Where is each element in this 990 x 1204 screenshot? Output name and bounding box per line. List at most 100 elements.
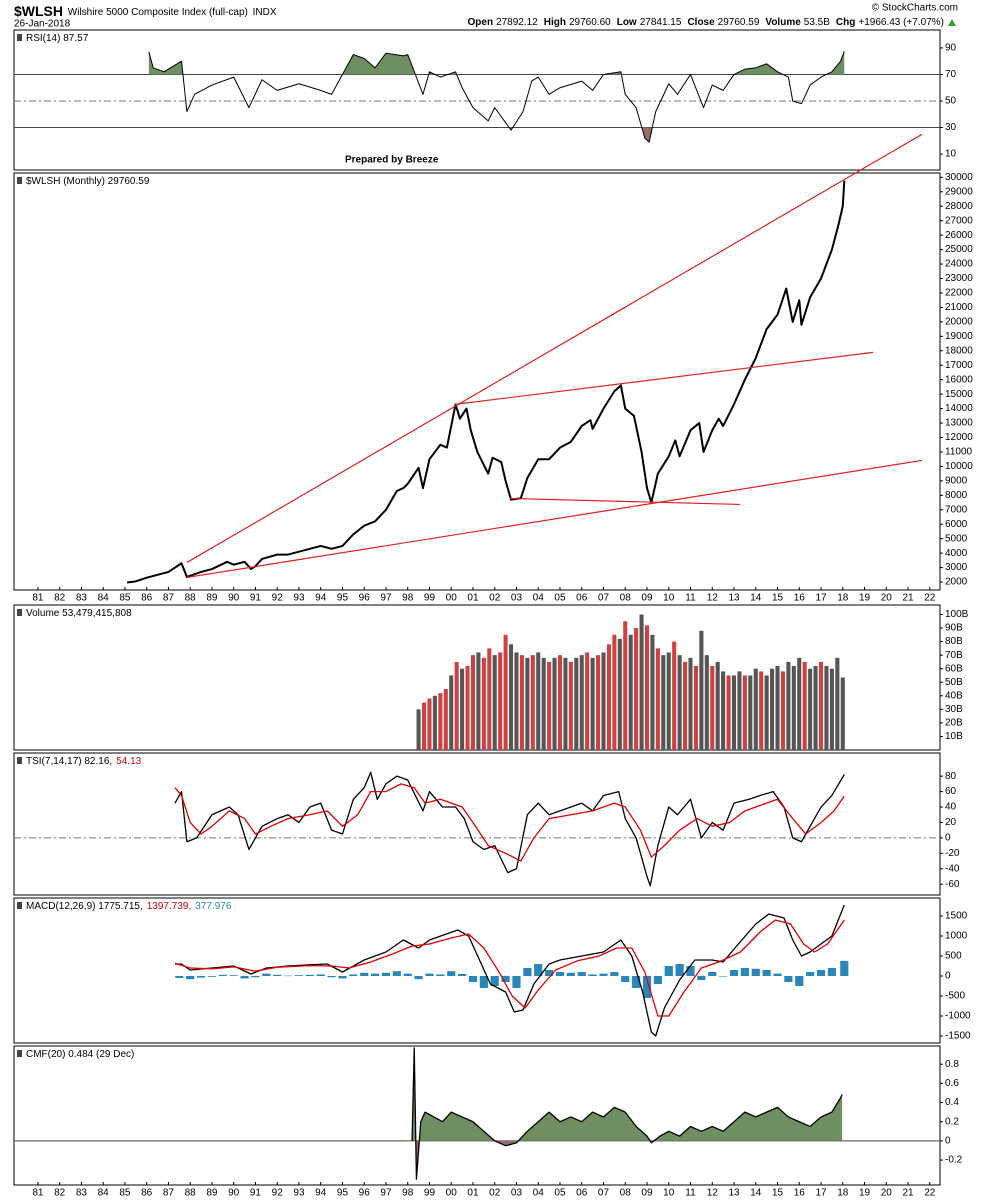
bar bbox=[632, 976, 641, 988]
panel-frame bbox=[13, 172, 941, 591]
bar bbox=[719, 976, 728, 977]
symbol: $WLSH bbox=[14, 3, 63, 19]
x-tick-label: 04 bbox=[533, 1188, 545, 1199]
bar bbox=[697, 976, 706, 980]
x-tick-label: 96 bbox=[359, 593, 371, 604]
y-tick-label: 50 bbox=[945, 96, 957, 107]
title-part: Volume 53,479,415,808 bbox=[26, 608, 132, 619]
x-tick-label: 11 bbox=[685, 593, 696, 604]
title-part: RSI(14) 87.57 bbox=[26, 33, 89, 44]
panel-frame bbox=[13, 1045, 941, 1186]
quote-value: +1966.43 (+7.07%) bbox=[858, 17, 944, 28]
y-tick-label: 12000 bbox=[945, 432, 973, 443]
bar bbox=[574, 657, 579, 750]
y-tick-label: 50B bbox=[945, 677, 963, 688]
bar bbox=[207, 976, 217, 977]
y-tick-label: 28000 bbox=[945, 201, 973, 212]
bar bbox=[606, 644, 611, 750]
bar bbox=[653, 976, 662, 984]
x-tick-label: 84 bbox=[98, 593, 110, 604]
bar bbox=[596, 655, 601, 750]
bar bbox=[585, 652, 590, 750]
bar bbox=[710, 665, 715, 750]
bar bbox=[708, 972, 717, 976]
bar bbox=[316, 974, 325, 976]
bar bbox=[786, 661, 791, 750]
y-tick-label: 90 bbox=[945, 43, 957, 54]
credit: © StockCharts.com bbox=[872, 3, 958, 14]
bar bbox=[715, 661, 720, 750]
bar bbox=[612, 634, 617, 750]
header-title: $WLSH Wilshire 5000 Composite Index (ful… bbox=[14, 3, 277, 19]
y-tick-label: 10B bbox=[945, 731, 963, 742]
bar bbox=[751, 968, 760, 976]
bar bbox=[588, 974, 597, 976]
x-tick-label: 16 bbox=[794, 1188, 806, 1199]
bar bbox=[240, 976, 249, 979]
bar bbox=[568, 661, 573, 750]
bar bbox=[742, 675, 747, 750]
bar bbox=[490, 976, 499, 986]
y-tick-label: 29000 bbox=[945, 186, 973, 197]
title-part: 1397.739, bbox=[147, 901, 192, 912]
bar bbox=[541, 657, 546, 750]
quote-label: Low bbox=[617, 17, 637, 28]
y-tick-label: 80B bbox=[945, 636, 963, 647]
bar bbox=[840, 960, 849, 976]
bar bbox=[590, 657, 595, 750]
x-tick-label: 88 bbox=[185, 1188, 197, 1199]
x-tick-label: 86 bbox=[141, 593, 153, 604]
bar bbox=[284, 975, 293, 977]
x-tick-label: 09 bbox=[641, 1188, 653, 1199]
bar bbox=[773, 973, 782, 976]
x-tick-label: 81 bbox=[32, 1188, 44, 1199]
bar bbox=[349, 974, 358, 976]
x-tick-label: 06 bbox=[576, 593, 588, 604]
y-tick-label: 0 bbox=[945, 833, 951, 844]
bar bbox=[555, 972, 565, 976]
bar bbox=[764, 675, 769, 750]
bar bbox=[840, 677, 845, 750]
bar bbox=[639, 614, 644, 750]
bar bbox=[666, 652, 671, 750]
quote-value: 27892.12 bbox=[496, 17, 538, 28]
y-tick-label: 0.2 bbox=[945, 1116, 959, 1127]
x-tick-label: 00 bbox=[446, 1188, 458, 1199]
x-tick-label: 20 bbox=[881, 593, 893, 604]
x-tick-label: 10 bbox=[663, 1188, 675, 1199]
y-tick-label: 70B bbox=[945, 650, 963, 661]
title-part: 377.976 bbox=[195, 901, 232, 912]
bar bbox=[523, 968, 532, 976]
quote-value: 29760.59 bbox=[718, 17, 760, 28]
x-tick-label: 18 bbox=[837, 1188, 849, 1199]
bar bbox=[481, 657, 486, 750]
bar bbox=[436, 974, 445, 976]
x-tick-label: 21 bbox=[902, 593, 914, 604]
bar bbox=[432, 695, 437, 750]
x-tick-label: 02 bbox=[489, 593, 501, 604]
trendline bbox=[186, 133, 923, 563]
bar bbox=[686, 966, 695, 976]
bar bbox=[737, 671, 742, 750]
y-tick-label: -0.2 bbox=[945, 1155, 963, 1166]
y-tick-label: 1000 bbox=[945, 931, 968, 942]
y-tick-label: 20B bbox=[945, 718, 963, 729]
x-tick-label: 93 bbox=[293, 593, 305, 604]
y-tick-label: 27000 bbox=[945, 215, 973, 226]
x-tick-label: 03 bbox=[511, 1188, 523, 1199]
bar bbox=[655, 648, 660, 750]
series-line bbox=[174, 783, 845, 862]
y-tick-label: 26000 bbox=[945, 230, 973, 241]
bar bbox=[740, 968, 749, 976]
x-tick-label: 06 bbox=[576, 1188, 588, 1199]
bar bbox=[443, 689, 448, 750]
x-tick-label: 96 bbox=[359, 1188, 371, 1199]
y-tick-label: 500 bbox=[945, 951, 962, 962]
x-tick-label: 08 bbox=[620, 593, 632, 604]
x-tick-label: 98 bbox=[402, 1188, 414, 1199]
bar bbox=[610, 972, 619, 976]
bar bbox=[753, 668, 758, 750]
x-tick-label: 05 bbox=[554, 593, 566, 604]
bar bbox=[808, 668, 813, 750]
y-tick-label: 21000 bbox=[945, 302, 973, 313]
